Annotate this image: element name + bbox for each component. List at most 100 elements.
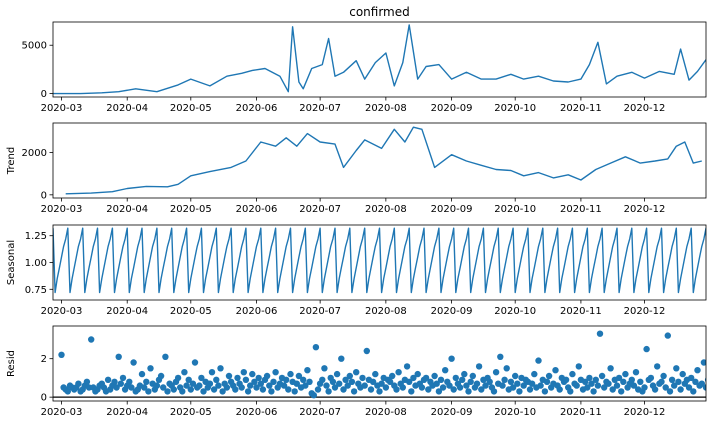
resid-point bbox=[164, 388, 171, 395]
resid-point bbox=[232, 386, 239, 393]
x-tick-label: 2020-06 bbox=[236, 204, 278, 215]
resid-point bbox=[138, 370, 146, 378]
resid-point bbox=[113, 384, 120, 391]
resid-point bbox=[191, 359, 199, 366]
resid-point bbox=[545, 372, 553, 380]
resid-point bbox=[181, 369, 188, 376]
resid-point bbox=[692, 378, 699, 385]
resid-point bbox=[473, 380, 481, 387]
resid-point bbox=[520, 382, 527, 389]
resid-point bbox=[446, 382, 453, 389]
x-tick-label: 2020-10 bbox=[494, 306, 536, 317]
x-tick-label: 2020-06 bbox=[236, 407, 278, 418]
x-tick-label: 2020-04 bbox=[106, 306, 148, 317]
resid-point bbox=[115, 353, 122, 360]
resid-point bbox=[323, 382, 330, 389]
resid-point bbox=[685, 384, 693, 391]
x-tick-label: 2020-08 bbox=[365, 103, 407, 114]
resid-point bbox=[448, 355, 455, 362]
resid-point bbox=[128, 384, 135, 391]
resid-point bbox=[88, 336, 95, 343]
x-tick-label: 2020-09 bbox=[431, 103, 473, 114]
panel-title: confirmed bbox=[349, 5, 410, 19]
x-tick-label: 2020-07 bbox=[299, 103, 341, 114]
resid-point bbox=[223, 384, 231, 391]
resid-point bbox=[399, 384, 406, 391]
resid-point bbox=[160, 384, 167, 391]
resid-point bbox=[575, 363, 582, 370]
resid-point bbox=[287, 370, 294, 378]
resid-point bbox=[333, 370, 341, 378]
resid-point bbox=[325, 388, 332, 395]
resid-point bbox=[130, 359, 137, 366]
resid-point bbox=[340, 386, 347, 393]
resid-point bbox=[64, 388, 72, 395]
resid-point bbox=[257, 380, 264, 387]
resid-point bbox=[497, 353, 504, 360]
resid-point bbox=[314, 386, 322, 393]
y-tick-label: 0 bbox=[41, 89, 47, 100]
resid-point bbox=[338, 355, 345, 362]
x-tick-label: 2020-07 bbox=[299, 204, 341, 215]
resid-point bbox=[189, 380, 197, 387]
resid-point bbox=[255, 374, 262, 382]
x-tick-label: 2020-05 bbox=[170, 407, 212, 418]
resid-point bbox=[586, 374, 593, 382]
resid-point bbox=[225, 372, 233, 380]
resid-point bbox=[319, 376, 326, 383]
x-tick-label: 2020-03 bbox=[41, 103, 83, 114]
resid-point bbox=[615, 374, 623, 382]
resid-point bbox=[219, 388, 226, 395]
resid-point bbox=[507, 378, 515, 385]
resid-point bbox=[660, 372, 667, 380]
x-tick-label: 2020-09 bbox=[431, 204, 473, 215]
resid-point bbox=[651, 386, 659, 393]
resid-point bbox=[461, 370, 468, 378]
panel-confirmed: 2020-03 2020-04 2020-05 2020-06 2020-07 2020-… bbox=[22, 5, 707, 114]
resid-point bbox=[240, 369, 247, 376]
resid-point bbox=[363, 347, 370, 355]
y-tick-label: 5000 bbox=[22, 41, 47, 52]
resid-point bbox=[406, 378, 413, 385]
y-tick-label: 1.25 bbox=[25, 231, 47, 242]
resid-point bbox=[408, 388, 415, 395]
resid-point bbox=[509, 384, 517, 391]
resid-point bbox=[535, 357, 542, 364]
resid-point bbox=[628, 376, 635, 383]
resid-point bbox=[501, 376, 508, 383]
x-tick-label: 2020-10 bbox=[494, 103, 536, 114]
resid-point bbox=[543, 378, 551, 385]
resid-point bbox=[503, 365, 510, 372]
resid-point bbox=[242, 376, 250, 383]
resid-point bbox=[588, 380, 595, 387]
x-tick-label: 2020-07 bbox=[299, 407, 341, 418]
x-tick-label: 2020-11 bbox=[560, 306, 602, 317]
resid-point bbox=[556, 386, 563, 393]
resid-point bbox=[592, 376, 599, 383]
x-tick-label: 2020-12 bbox=[624, 204, 666, 215]
resid-point bbox=[206, 380, 214, 387]
resid-point bbox=[552, 367, 559, 374]
resid-point bbox=[344, 382, 351, 389]
resid-point bbox=[259, 386, 267, 393]
resid-point bbox=[280, 382, 288, 389]
y-tick-label: 0 bbox=[41, 393, 47, 404]
x-tick-label: 2020-05 bbox=[170, 306, 212, 317]
resid-point bbox=[700, 359, 706, 366]
x-tick-label: 2020-08 bbox=[365, 204, 407, 215]
resid-point bbox=[268, 388, 275, 395]
x-tick-label: 2020-04 bbox=[106, 407, 148, 418]
resid-point bbox=[590, 388, 597, 395]
resid-point bbox=[329, 378, 337, 385]
x-tick-label: 2020-06 bbox=[236, 306, 278, 317]
resid-point bbox=[486, 378, 493, 385]
resid-point bbox=[582, 378, 589, 385]
resid-point bbox=[537, 382, 544, 389]
resid-point bbox=[251, 378, 258, 385]
resid-point bbox=[382, 384, 390, 391]
resid-point bbox=[75, 380, 82, 387]
resid-point bbox=[694, 367, 701, 374]
resid-point bbox=[463, 382, 470, 389]
resid-point bbox=[310, 392, 317, 399]
axes-frame bbox=[52, 21, 707, 98]
